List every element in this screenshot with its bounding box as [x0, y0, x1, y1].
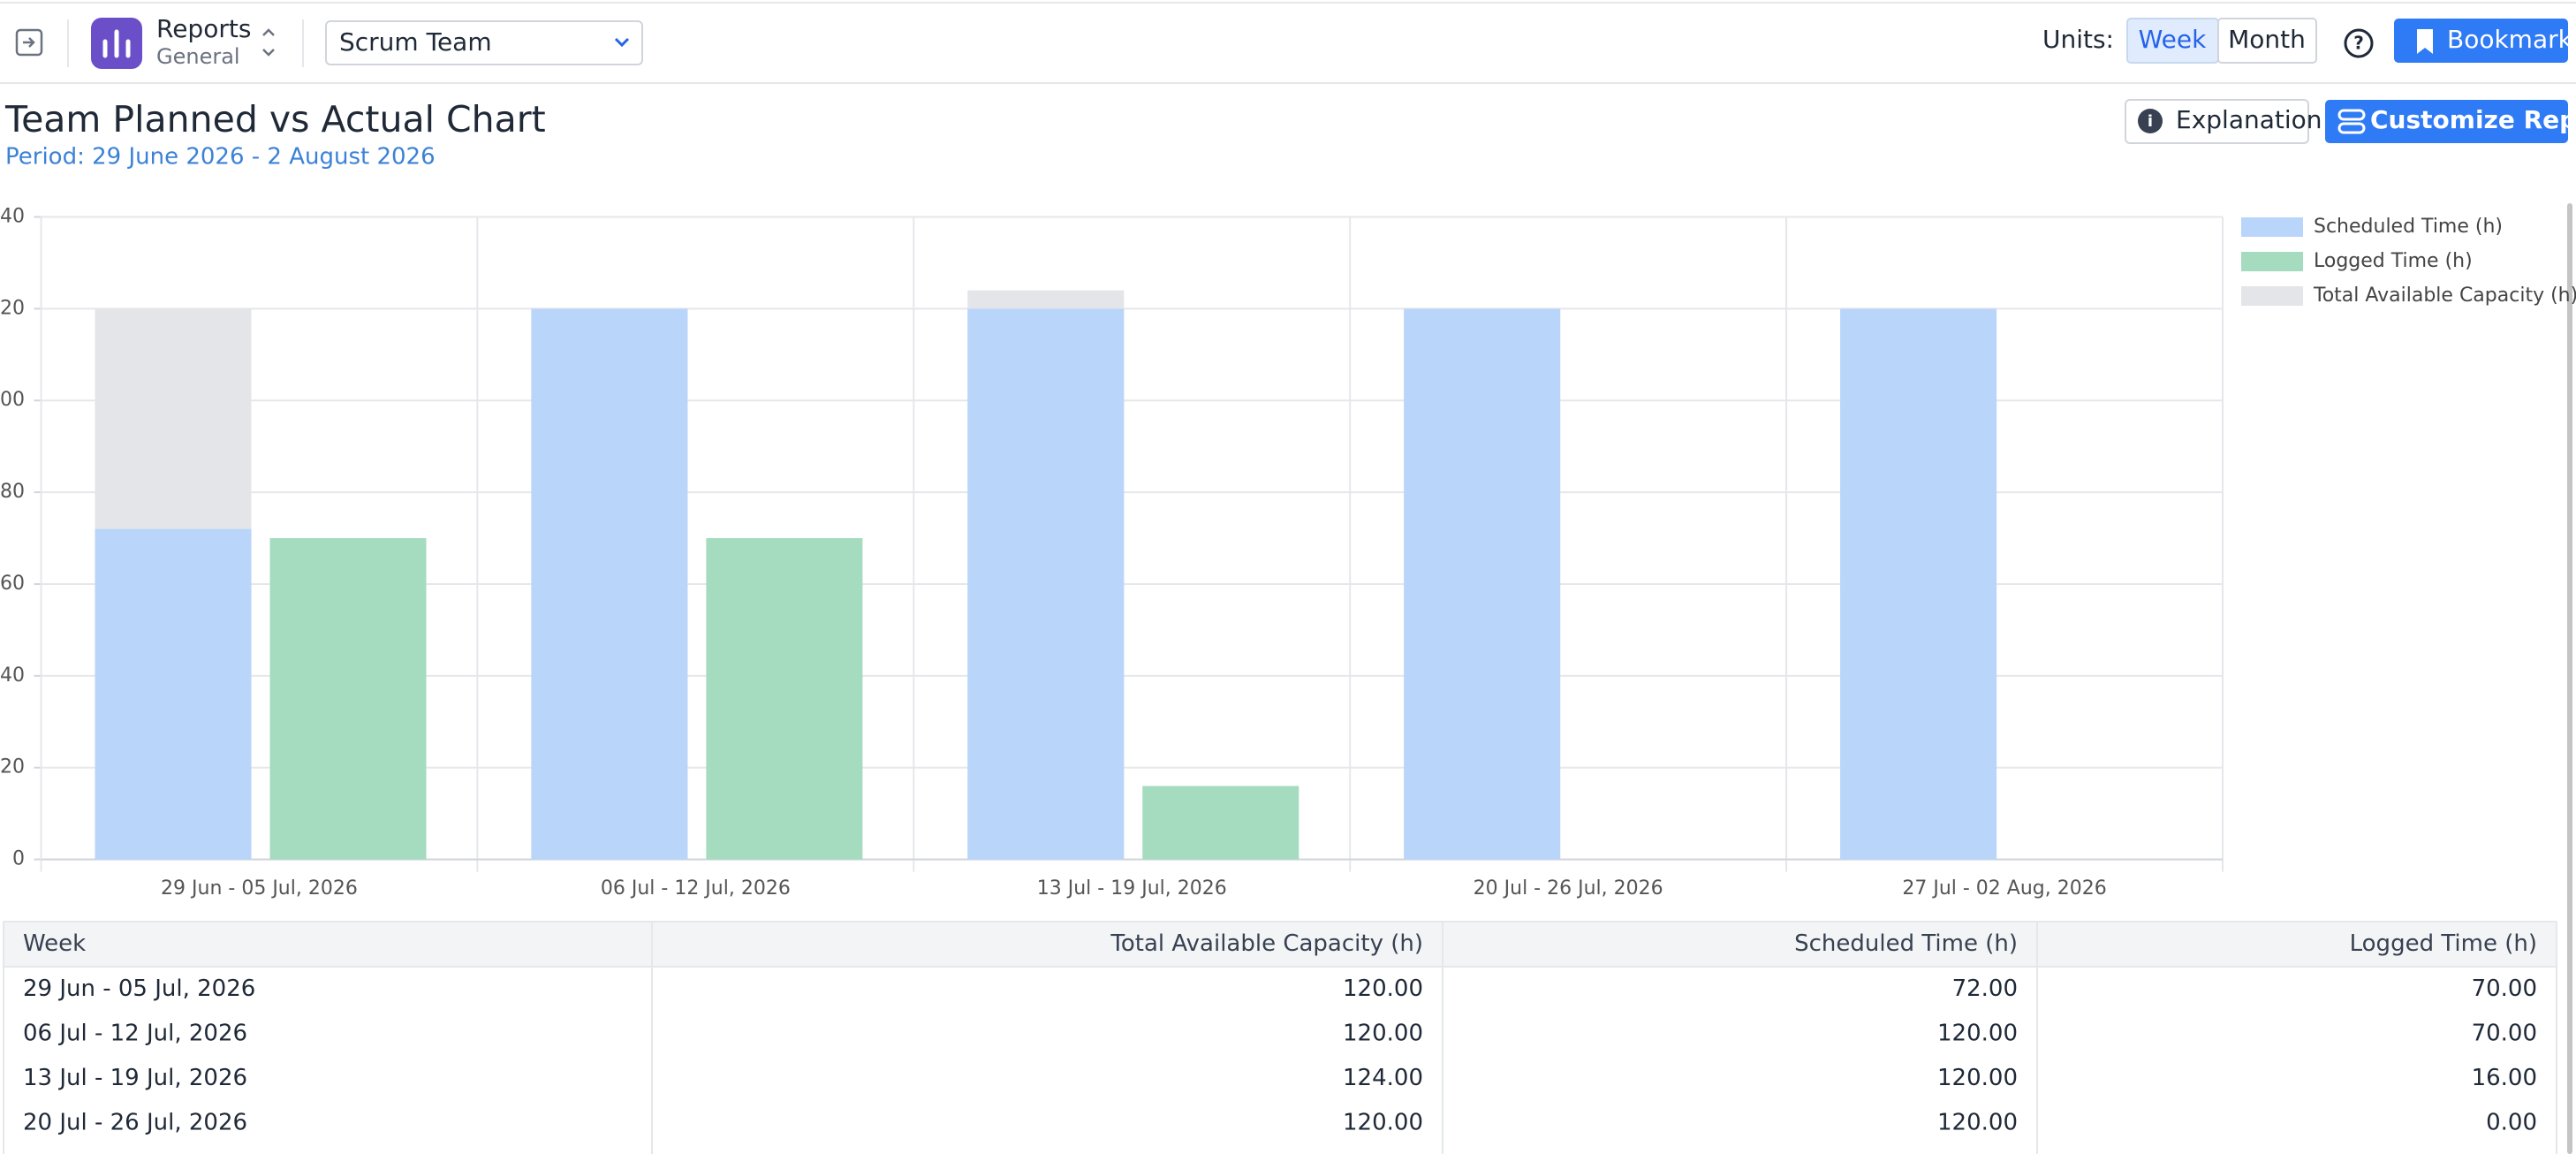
help-glyph: ? — [2353, 33, 2364, 54]
bookmark-label: Bookmark — [2447, 25, 2573, 54]
info-glyph: i — [2148, 112, 2153, 131]
sidebar-icon — [15, 28, 43, 57]
bookmark[interactable]: Bookmark — [2394, 19, 2573, 63]
team-name: Scrum Team — [339, 27, 492, 57]
info-icon — [2138, 109, 2163, 133]
table-header-bg — [4, 922, 2557, 967]
table-cell: 16.00 — [2472, 1065, 2537, 1091]
legend-label: Total Available Capacity (h) — [2313, 285, 2576, 307]
team-select[interactable]: Scrum Team — [325, 20, 643, 65]
legend-swatch — [2241, 252, 2303, 271]
x-tick-label: 20 Jul - 26 Jul, 2026 — [1474, 877, 1663, 900]
unit-week[interactable]: Week — [2126, 18, 2219, 64]
workspace: General — [156, 44, 240, 69]
x-tick-label: 06 Jul - 12 Jul, 2026 — [601, 877, 791, 900]
legend-swatch — [2241, 286, 2303, 306]
sidebar-arrow — [23, 37, 35, 48]
customize-label: Customize Report — [2370, 105, 2576, 134]
y-tick-label: 120 — [0, 297, 25, 319]
bookmark-icon — [2417, 29, 2433, 54]
legend-label: Logged Time (h) — [2314, 250, 2473, 272]
table-header-cell: Logged Time (h) — [2350, 930, 2537, 957]
help[interactable]: ? — [2344, 28, 2374, 58]
table-cell: 120.00 — [1937, 1065, 2018, 1091]
bar — [531, 308, 688, 860]
sidebar-toggle[interactable] — [15, 28, 43, 57]
bar — [706, 538, 863, 860]
y-tick-label: 60 — [0, 573, 25, 595]
table-cell: 20 Jul - 26 Jul, 2026 — [23, 1109, 247, 1135]
select-box — [325, 20, 643, 65]
bar — [95, 528, 252, 860]
x-tick-label: 29 Jun - 05 Jul, 2026 — [161, 877, 358, 900]
bar — [1840, 308, 1997, 860]
table-header-cell: Week — [23, 930, 86, 957]
explanation[interactable]: i Explanation — [2125, 99, 2322, 144]
app-name: Reports — [156, 14, 251, 43]
table-header-cell: Scheduled Time (h) — [1794, 930, 2018, 957]
toggle-icon — [2337, 122, 2366, 134]
customize-report[interactable]: Customize Report — [2325, 100, 2576, 143]
explanation-button — [2125, 99, 2309, 144]
explanation-label: Explanation — [2176, 105, 2322, 134]
help-icon — [2344, 28, 2374, 58]
week-label: Week — [2139, 25, 2207, 54]
table-cell: 0.00 — [2486, 1109, 2537, 1135]
y-tick-label: 140 — [0, 206, 25, 228]
bar — [967, 308, 1125, 860]
legend-label: Scheduled Time (h) — [2314, 216, 2503, 238]
report-title: Team Planned vs Actual Chart — [4, 98, 546, 140]
table-cell: 120.00 — [1343, 1020, 1423, 1046]
bookmark-button — [2394, 19, 2568, 63]
month-button — [2217, 18, 2317, 64]
y-tick-label: 80 — [0, 481, 25, 503]
legend-swatch — [2241, 217, 2303, 237]
table-cell: 120.00 — [1343, 1109, 1423, 1135]
table-cell: 70.00 — [2472, 1020, 2537, 1046]
scrollbar — [2567, 203, 2572, 1154]
y-tick-label: 20 — [0, 756, 25, 778]
bar — [1404, 308, 1561, 860]
month-label: Month — [2228, 25, 2306, 54]
app-icon-glyph — [102, 29, 131, 58]
switch-chevron — [262, 28, 275, 57]
toggle-icon — [2337, 109, 2366, 121]
bar — [1142, 786, 1299, 860]
table-cell: 13 Jul - 19 Jul, 2026 — [23, 1065, 247, 1091]
select-chevron — [614, 37, 630, 48]
table-cell: 06 Jul - 12 Jul, 2026 — [23, 1020, 247, 1046]
bar — [269, 538, 427, 860]
unit-month[interactable]: Month — [2217, 18, 2317, 64]
y-tick-label: 100 — [0, 389, 25, 411]
table-cell: 120.00 — [1343, 976, 1423, 1002]
table-cell: 120.00 — [1937, 1109, 2018, 1135]
x-tick-label: 13 Jul - 19 Jul, 2026 — [1037, 877, 1227, 900]
table-header-cell: Total Available Capacity (h) — [1110, 930, 1423, 957]
table-cell: 124.00 — [1343, 1065, 1423, 1091]
app-switcher[interactable]: Reports General — [91, 14, 275, 69]
report-period: Period: 29 June 2026 - 2 August 2026 — [5, 144, 436, 171]
units-label: Units: — [2042, 25, 2114, 54]
x-tick-label: 27 Jul - 02 Aug, 2026 — [1902, 877, 2106, 900]
table-cell: 72.00 — [1952, 976, 2018, 1002]
y-tick-label: 40 — [0, 664, 25, 687]
table-cell: 120.00 — [1937, 1020, 2018, 1046]
y-tick-label: 0 — [12, 848, 25, 870]
table-cell: 29 Jun - 05 Jul, 2026 — [23, 976, 255, 1002]
table-cell: 70.00 — [2472, 976, 2537, 1002]
customize-button — [2325, 100, 2568, 143]
